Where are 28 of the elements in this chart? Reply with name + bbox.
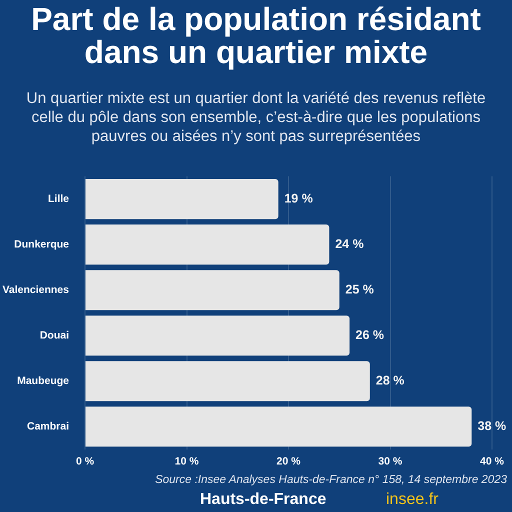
data-label: 24 % (335, 237, 364, 252)
chart-subtitle: Un quartier mixte est un quartier dont la variété des revenus reflète celle du pôle dans son ensemble, c’est-à-dire que les populations pauvres ou aisées n’y sont pas surreprésentées (25, 89, 487, 146)
bar (86, 179, 278, 220)
data-label: 25 % (345, 282, 374, 297)
bar (86, 406, 472, 447)
bar (86, 316, 350, 356)
x-tick-label: 10 % (174, 456, 200, 468)
bar (86, 224, 330, 265)
data-label: 38 % (478, 419, 506, 434)
x-tick-label: 40 % (480, 456, 505, 468)
data-label: 28 % (376, 374, 404, 388)
y-tick-label: Dunkerque (14, 238, 70, 250)
text: Hauts-de-France (200, 491, 326, 509)
source-note: Source :Insee Analyses Hauts-de-France n° 158, 14 septembre 2023 (155, 474, 507, 486)
chart-title: Part de la population résidant dans un quartier mixte (30, 1, 482, 70)
bar (86, 270, 340, 310)
y-tick-label: Cambrai (26, 420, 70, 433)
y-tick-label: Lille (48, 192, 70, 205)
y-tick-label: Maubeuge (17, 375, 70, 388)
x-tick-label: 20 % (276, 456, 302, 468)
text: insee.fr (386, 491, 438, 509)
x-tick-label: 30 % (378, 456, 403, 468)
y-tick-label: Valenciennes (2, 284, 70, 296)
data-label: 26 % (356, 328, 384, 342)
y-tick-label: Douai (40, 330, 70, 342)
x-tick-label: 0 % (76, 456, 95, 468)
data-label: 19 % (284, 192, 313, 206)
bar (86, 361, 370, 402)
